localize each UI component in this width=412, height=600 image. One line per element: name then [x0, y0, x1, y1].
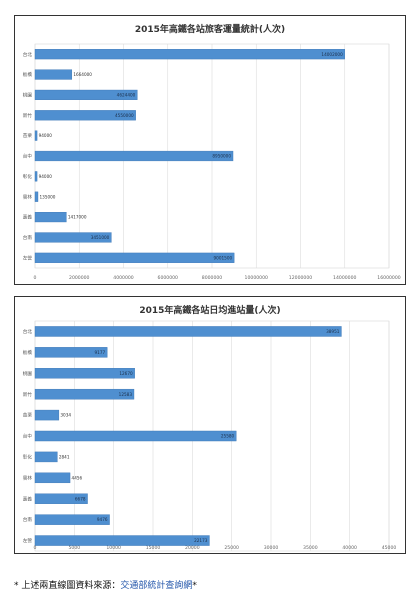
category-label: 板橋 — [23, 71, 33, 78]
category-label: 台中 — [23, 433, 33, 440]
data-label: 2841 — [59, 455, 70, 460]
x-tick-label: 15000 — [146, 545, 161, 551]
category-label: 台北 — [23, 51, 33, 58]
x-tick-label: 2000000 — [69, 275, 90, 281]
chart-passenger-volume: 2015年高鐵各站旅客運量統計(人次) 0 2000000 4000000 60000… — [14, 15, 406, 285]
category-label: 嘉義 — [23, 214, 33, 221]
data-label: 25580 — [221, 434, 235, 439]
data-label: 3034 — [60, 413, 71, 418]
bar — [34, 150, 234, 162]
bar — [34, 191, 39, 202]
bar — [34, 252, 235, 263]
bar — [34, 388, 135, 400]
data-label: 9476 — [97, 517, 108, 522]
chart-title: 2015年高鐵各站日均進站量(人次) — [139, 306, 281, 316]
data-label: 1417000 — [68, 215, 87, 220]
category-label: 雲林 — [23, 193, 33, 200]
x-tick-label: 0 — [34, 275, 37, 281]
data-label: 4624400 — [117, 93, 136, 98]
x-tick-label: 12000000 — [289, 275, 312, 281]
data-label: 8950000 — [212, 154, 231, 159]
bar — [34, 110, 136, 121]
x-tick-label: 5000 — [68, 545, 80, 551]
bar — [34, 451, 58, 463]
x-tick-label: 16000000 — [377, 275, 400, 281]
category-label: 新竹 — [23, 112, 33, 119]
category-label: 苗栗 — [23, 133, 33, 139]
footnote-suffix: * — [192, 581, 197, 591]
bar — [34, 326, 342, 337]
category-label: 桃園 — [23, 92, 33, 99]
bar — [34, 409, 60, 421]
category-label: 左營 — [23, 537, 33, 544]
x-tick-label: 35000 — [303, 545, 318, 551]
bar — [34, 232, 112, 243]
bar — [34, 493, 88, 504]
data-label: 22173 — [194, 538, 208, 543]
category-label: 彰化 — [23, 454, 33, 461]
bar — [34, 472, 71, 484]
x-tick-label: 10000000 — [245, 275, 268, 281]
data-label: 12583 — [119, 392, 133, 397]
category-label: 桃園 — [23, 370, 33, 377]
category-label: 左營 — [23, 254, 33, 261]
data-label: 3451000 — [91, 235, 110, 240]
x-tick-label: 4000000 — [113, 275, 134, 281]
bar — [34, 514, 110, 525]
bar — [34, 171, 38, 182]
category-label: 台中 — [23, 153, 33, 160]
bar — [34, 69, 73, 80]
bar — [34, 212, 67, 223]
source-link[interactable]: 交通部統計查詢網 — [120, 581, 193, 591]
data-label: 1664000 — [73, 72, 92, 77]
x-tick-label: 20000 — [185, 545, 200, 551]
x-tick-label: 8000000 — [202, 275, 223, 281]
data-label: 9177 — [95, 350, 106, 355]
category-label: 雲林 — [23, 474, 33, 481]
data-label: 14002000 — [321, 52, 343, 57]
bar — [34, 535, 210, 546]
chart-title: 2015年高鐵各站旅客運量統計(人次) — [134, 25, 286, 35]
footnote-prefix: * 上述兩直線圖資料來源： — [14, 581, 121, 591]
x-tick-label: 25000 — [224, 545, 239, 551]
x-tick-label: 0 — [34, 545, 37, 551]
data-label: 4550000 — [115, 113, 134, 118]
bar-chart-svg: 0 5000 10000 15000 20000 25000 30000 35000 40000… — [23, 320, 397, 552]
data-label: 135000 — [39, 194, 55, 199]
data-label: 9001500 — [214, 255, 233, 260]
bar — [34, 130, 38, 141]
x-tick-label: 6000000 — [158, 275, 179, 281]
category-label: 板橋 — [23, 349, 33, 356]
chart-daily-entries: 2015年高鐵各站日均進站量(人次) 0 5000 10000 15000 20000 2… — [14, 296, 406, 554]
bar-chart-svg: 0 2000000 4000000 6000000 8000000 10000000 120… — [23, 43, 401, 281]
x-tick-label: 14000000 — [333, 275, 356, 281]
x-tick-label: 45000 — [382, 545, 397, 551]
bar — [34, 430, 237, 442]
category-label: 台南 — [23, 516, 33, 523]
x-tick-label: 10000 — [106, 545, 121, 551]
category-label: 苗栗 — [23, 413, 33, 419]
bar — [34, 347, 108, 358]
bar — [34, 89, 138, 100]
category-label: 台南 — [23, 234, 33, 241]
x-tick-label: 40000 — [342, 545, 357, 551]
data-label: 94000 — [39, 133, 53, 138]
data-label: 4456 — [72, 475, 83, 480]
category-label: 彰化 — [23, 173, 33, 180]
data-label: 12670 — [119, 371, 133, 376]
data-label: 94000 — [39, 174, 53, 179]
category-label: 台北 — [23, 328, 33, 335]
source-footnote: * 上述兩直線圖資料來源：交通部統計查詢網* — [14, 578, 197, 591]
bar — [34, 49, 345, 60]
data-label: 38951 — [326, 329, 340, 334]
category-label: 新竹 — [23, 391, 33, 398]
bar — [34, 368, 135, 379]
x-tick-label: 30000 — [264, 545, 279, 551]
data-label: 6678 — [75, 496, 86, 501]
category-label: 嘉義 — [23, 495, 33, 502]
